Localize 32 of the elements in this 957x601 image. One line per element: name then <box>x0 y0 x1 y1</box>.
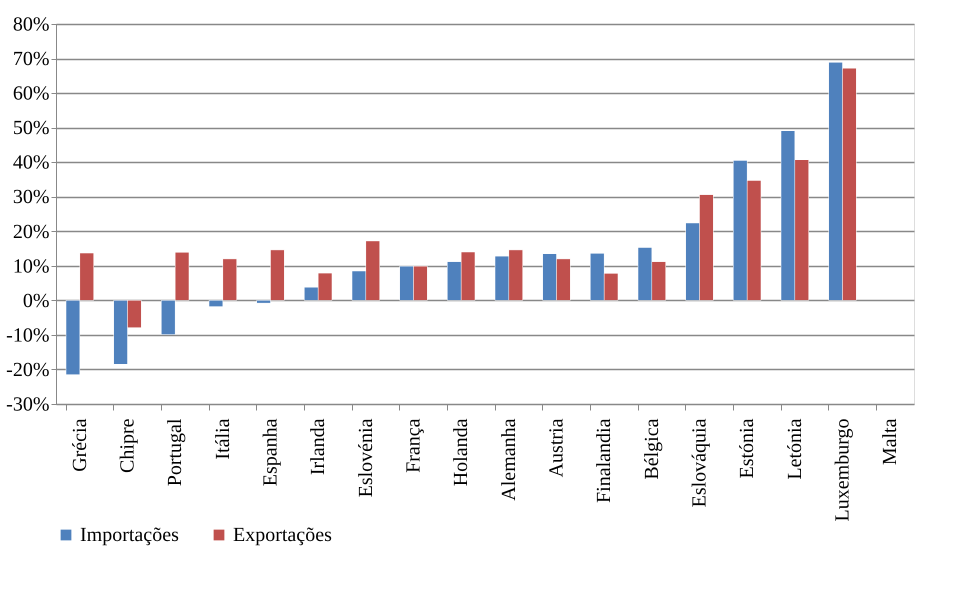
legend-label: Exportações <box>233 524 332 546</box>
y-tick-label: 50% <box>12 117 50 140</box>
x-tick-label: Espanha <box>260 418 282 486</box>
y-tick-label: 20% <box>12 220 50 243</box>
x-tick-label: Itália <box>212 418 234 460</box>
x-tick-label: França <box>402 418 424 473</box>
x-tick-label: Alemanha <box>498 418 520 501</box>
x-tick-label: Holanda <box>450 418 472 486</box>
y-tick-label: 30% <box>12 186 50 208</box>
y-tick-label: -20% <box>6 358 50 381</box>
legend-label: Importações <box>80 524 180 546</box>
y-tick-label: 60% <box>12 82 50 105</box>
x-tick-label: Bélgica <box>640 418 663 480</box>
y-tick-label: -30% <box>6 394 50 416</box>
y-tick-label: -10% <box>6 324 50 346</box>
y-tick-label: 10% <box>12 255 50 278</box>
y-tick-label: 80% <box>12 14 50 36</box>
x-tick-label: Irlanda <box>307 418 330 476</box>
y-tick-label: 40% <box>12 152 50 174</box>
x-tick-label: Letónia <box>784 418 806 480</box>
x-tick-label: Austria <box>546 418 568 478</box>
x-tick-label: Luxemburgo <box>832 418 854 522</box>
x-tick-label: Finalandia <box>593 418 616 503</box>
x-tick-label: Estónia <box>736 418 758 478</box>
x-tick-label: Portugal <box>164 418 186 486</box>
y-tick-label: 0% <box>22 290 50 312</box>
x-tick-label: Grécia <box>68 418 91 472</box>
y-tick-label: 70% <box>12 48 50 70</box>
x-tick-label: Eslováquia <box>688 418 710 508</box>
x-tick-label: Eslovénia <box>354 418 377 498</box>
x-tick-label: Malta <box>879 418 902 466</box>
x-tick-label: Chipre <box>116 418 138 473</box>
